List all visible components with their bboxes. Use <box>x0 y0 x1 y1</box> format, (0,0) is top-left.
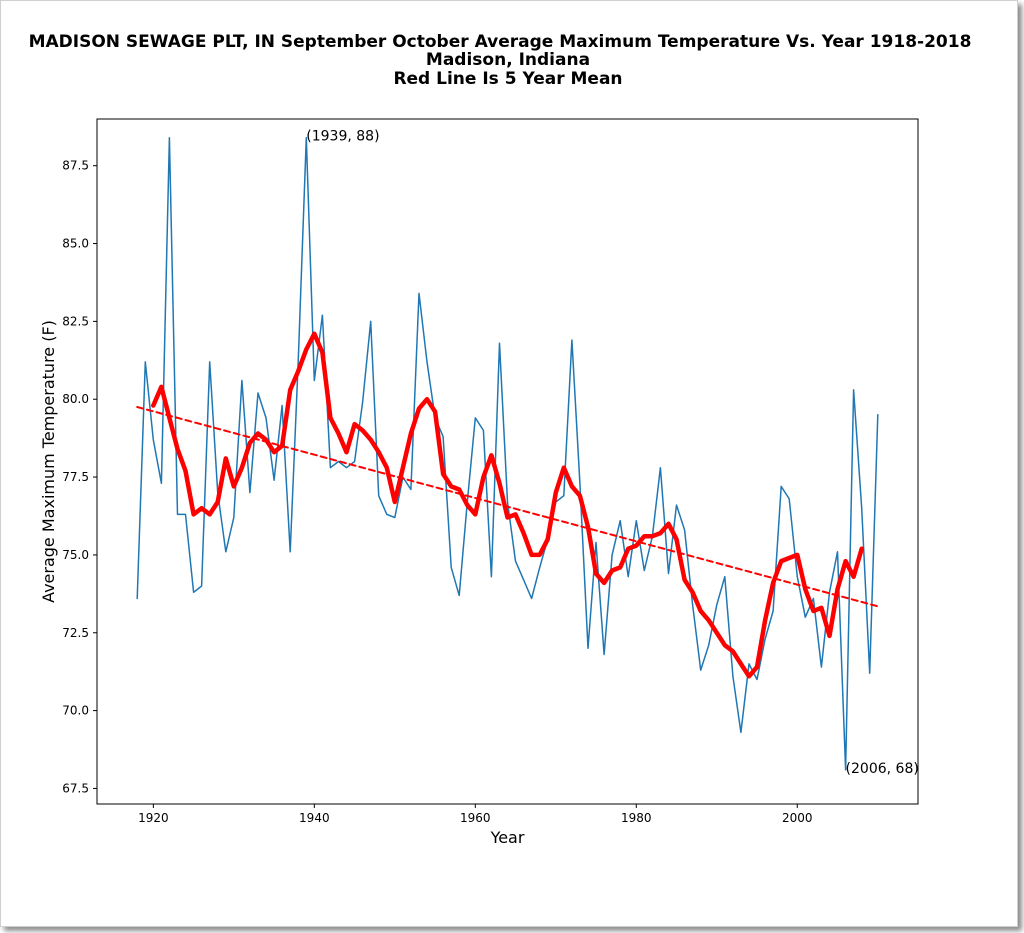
temperature-series-line <box>136 136 879 771</box>
x-tick-label: 1920 <box>138 811 169 825</box>
y-tick-label: 77.5 <box>62 470 89 484</box>
point-annotation: (2006, 68) <box>846 761 919 777</box>
y-tick-label: 75.0 <box>62 548 89 562</box>
plot-area <box>96 118 919 805</box>
series-layer <box>136 136 879 771</box>
x-tick-label: 1980 <box>621 811 652 825</box>
y-tick-label: 67.5 <box>62 781 89 795</box>
y-axis-label: Average Maximum Temperature (F) <box>39 320 58 603</box>
x-axis-ticks: 1920 1940 1960 1980 2000 <box>138 804 813 825</box>
x-tick-label: 1960 <box>460 811 491 825</box>
x-tick-label: 1940 <box>299 811 330 825</box>
five-year-mean-line <box>151 331 864 679</box>
y-tick-label: 70.0 <box>62 704 89 718</box>
x-axis-label: Year <box>490 828 525 847</box>
y-tick-label: 80.0 <box>62 392 89 406</box>
chart-title: MADISON SEWAGE PLT, IN September October… <box>28 32 972 52</box>
y-tick-label: 85.0 <box>62 237 89 251</box>
annotation-layer: (1939, 88) (2006, 68) <box>306 129 919 777</box>
x-tick-label: 2000 <box>782 811 813 825</box>
y-tick-label: 87.5 <box>62 159 89 173</box>
trend-line <box>136 406 879 608</box>
point-annotation: (1939, 88) <box>306 129 379 145</box>
chart-subtitle-2: Red Line Is 5 Year Mean <box>393 69 623 89</box>
y-tick-label: 72.5 <box>62 626 89 640</box>
y-tick-label: 82.5 <box>62 314 89 328</box>
y-axis-ticks: 67.5 70.0 72.5 75.0 77.5 80.0 82.5 85.0 87.5 <box>62 159 97 795</box>
chart-subtitle: Madison, Indiana <box>425 50 591 70</box>
